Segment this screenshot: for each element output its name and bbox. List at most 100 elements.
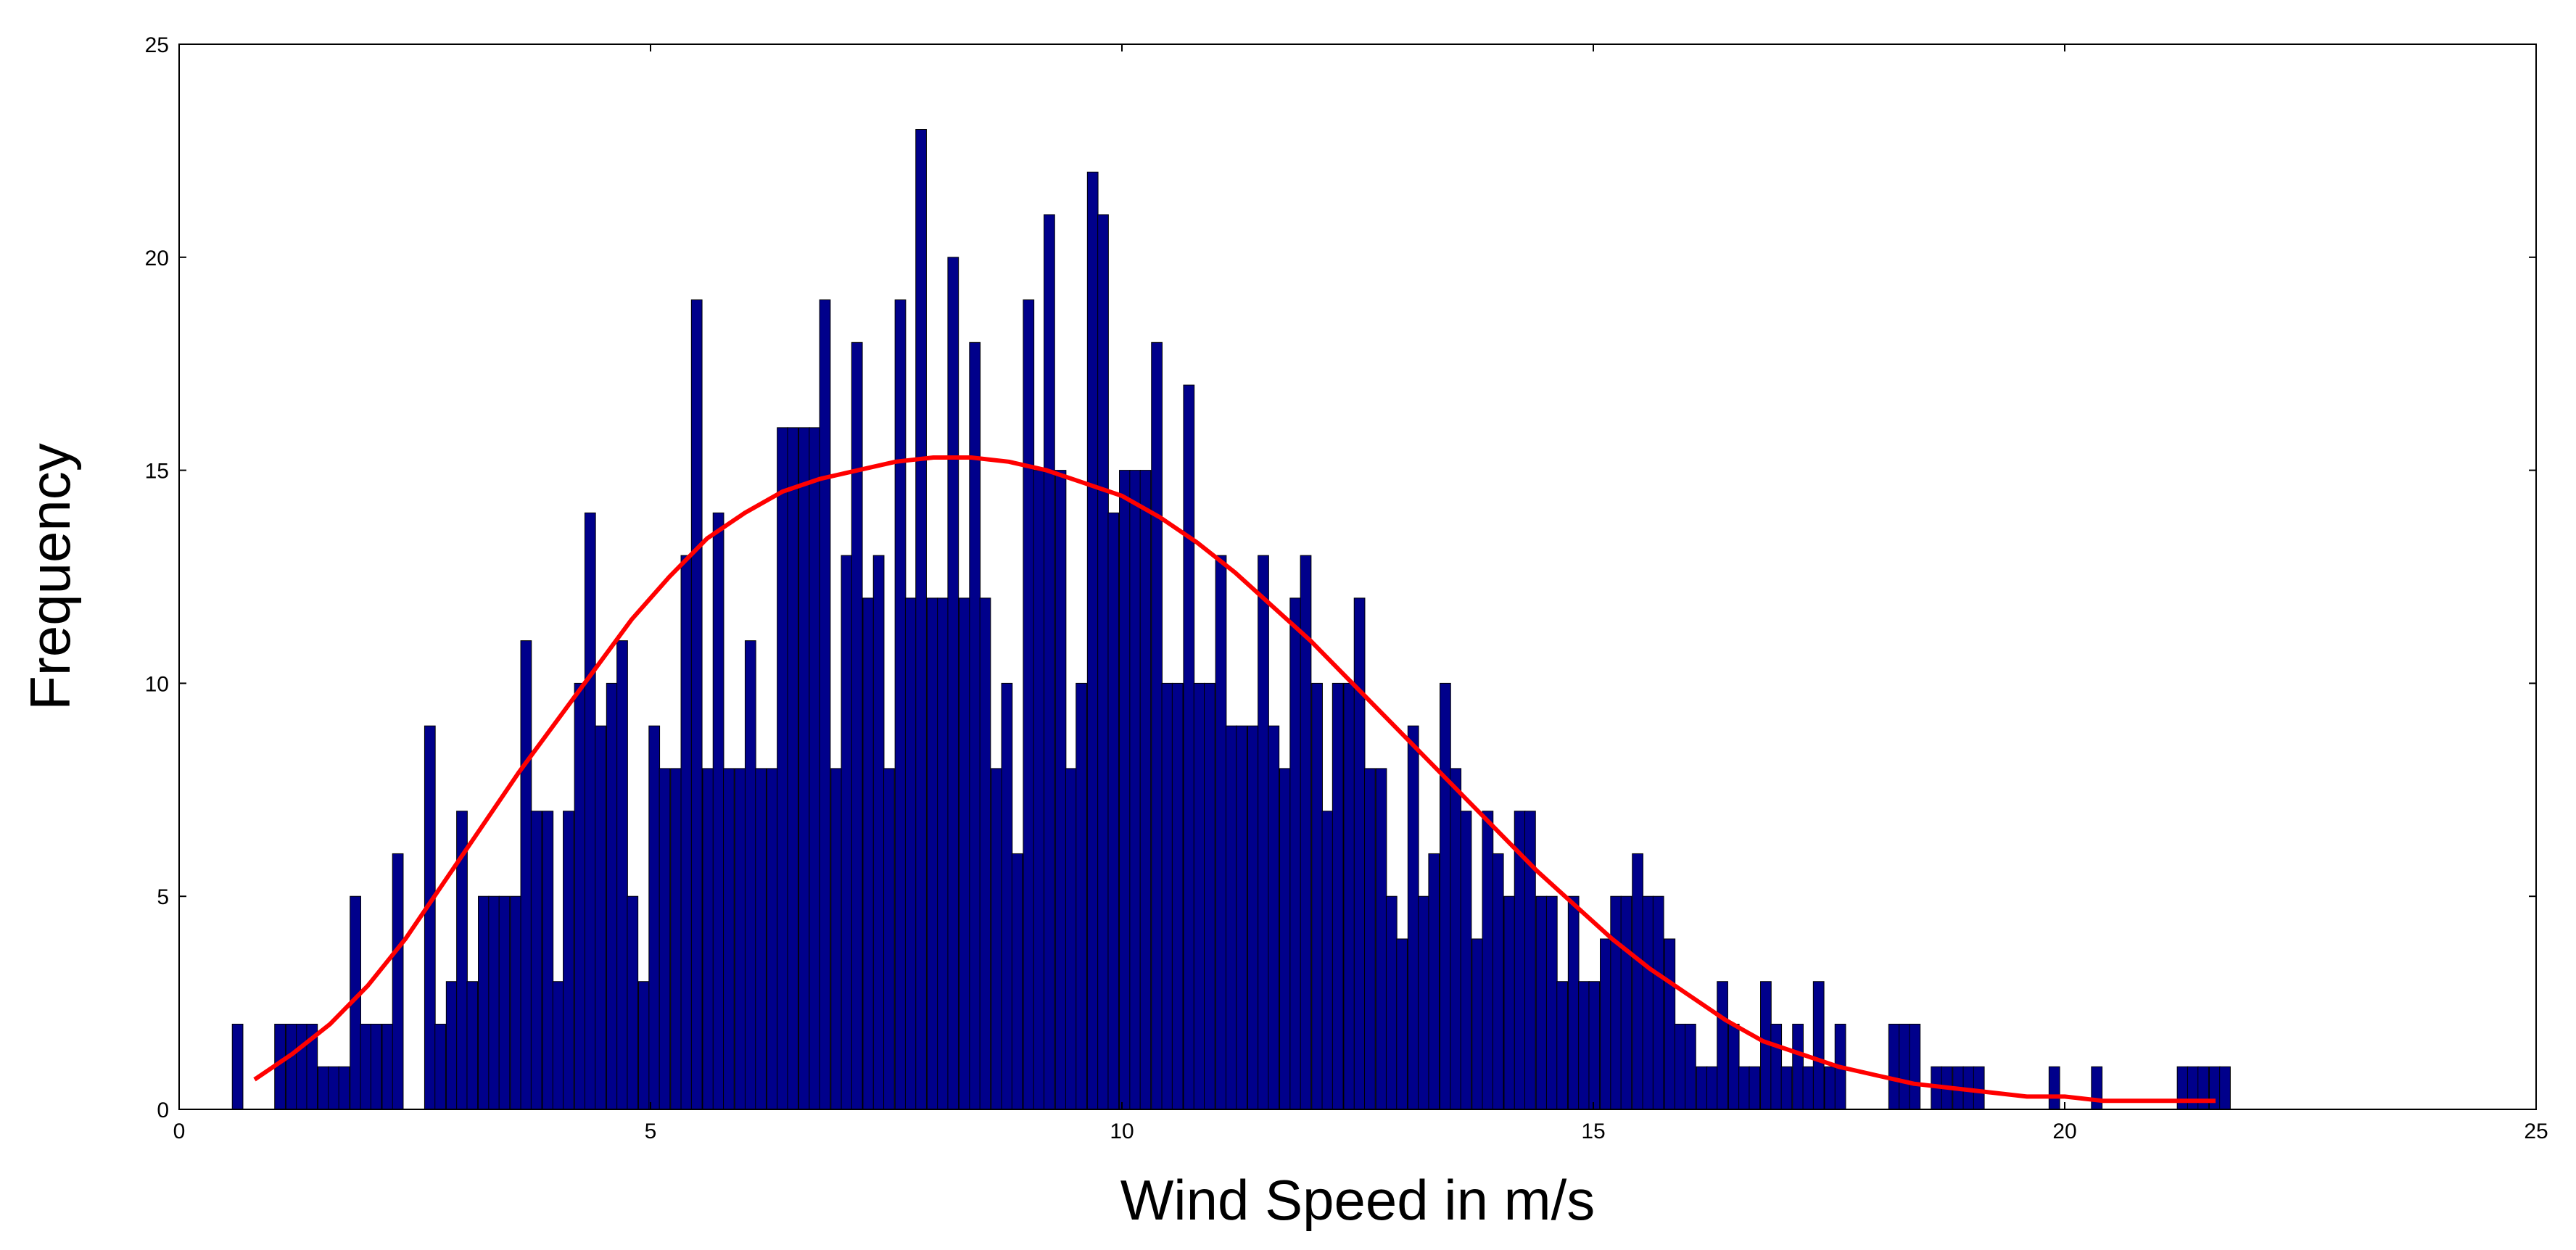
histogram-bar xyxy=(904,597,917,1110)
histogram-bar xyxy=(1044,214,1055,1110)
histogram-bar xyxy=(434,1023,446,1110)
histogram-bar xyxy=(690,299,703,1110)
histogram-bar xyxy=(1909,1023,1921,1110)
histogram-bar xyxy=(830,768,842,1110)
histogram-bar xyxy=(712,512,724,1110)
histogram-bar xyxy=(1086,171,1099,1110)
histogram-bar xyxy=(1824,1066,1836,1110)
histogram-bar xyxy=(338,1066,350,1110)
histogram-bar xyxy=(1899,1023,1910,1110)
histogram-bar xyxy=(1780,1066,1793,1110)
histogram-bar xyxy=(466,981,479,1110)
histogram-bar xyxy=(1204,682,1215,1110)
histogram-bar xyxy=(1620,895,1632,1110)
y-tick-label: 10 xyxy=(145,672,169,696)
histogram-bar xyxy=(777,427,788,1110)
histogram-bar xyxy=(702,768,714,1110)
histogram-bar xyxy=(1696,1066,1708,1110)
histogram-bar xyxy=(584,512,596,1110)
x-tick-label: 10 xyxy=(1110,1119,1134,1143)
histogram-bar xyxy=(1065,768,1077,1110)
histogram-bar xyxy=(1023,299,1035,1110)
histogram-bar xyxy=(1503,895,1516,1110)
histogram-bar xyxy=(947,257,959,1110)
histogram-bar xyxy=(1460,811,1472,1110)
histogram-bar xyxy=(862,597,875,1110)
histogram-bar xyxy=(1685,1023,1696,1110)
histogram-bar xyxy=(1524,811,1536,1110)
histogram-bar xyxy=(1802,1066,1815,1110)
histogram-bar xyxy=(787,427,799,1110)
histogram-bar xyxy=(2091,1066,2103,1110)
histogram-bar xyxy=(1749,1066,1761,1110)
histogram-bar xyxy=(1600,938,1611,1110)
histogram-bar xyxy=(1119,470,1131,1110)
histogram-bar xyxy=(1258,555,1269,1110)
histogram-bar xyxy=(1610,895,1622,1110)
histogram-bar xyxy=(1076,682,1087,1110)
histogram-bar xyxy=(1129,470,1142,1110)
histogram-bar xyxy=(1107,512,1120,1110)
histogram-bar xyxy=(627,895,639,1110)
y-tick-label: 15 xyxy=(145,460,169,484)
histogram-bar xyxy=(1011,853,1023,1110)
histogram-bar xyxy=(1556,981,1568,1110)
histogram-bar xyxy=(498,895,511,1110)
histogram-bar xyxy=(734,768,746,1110)
histogram-bar xyxy=(1652,895,1664,1110)
histogram-bar xyxy=(1888,1023,1900,1110)
bars-layer xyxy=(231,129,2231,1110)
y-axis-title: Frequency xyxy=(18,443,82,711)
y-tick-label: 5 xyxy=(157,885,169,909)
histogram-bar xyxy=(1440,682,1451,1110)
histogram-bar xyxy=(296,1023,307,1110)
histogram-bar xyxy=(1717,981,1728,1110)
histogram-bar xyxy=(1161,682,1173,1110)
histogram-bar xyxy=(1450,768,1462,1110)
histogram-bar xyxy=(1268,725,1280,1110)
histogram-bar xyxy=(1097,214,1109,1110)
histogram-bar xyxy=(1492,853,1504,1110)
histogram-bar xyxy=(883,768,895,1110)
histogram-bar xyxy=(1279,768,1291,1110)
histogram-bar xyxy=(360,1023,372,1110)
histogram-bar xyxy=(915,129,927,1110)
y-tick-label: 25 xyxy=(145,33,169,57)
histogram-bar xyxy=(1407,725,1419,1110)
fit-curve-line xyxy=(253,455,2216,1104)
histogram-bar xyxy=(1632,853,1643,1110)
x-tick-label: 15 xyxy=(1581,1119,1605,1143)
histogram-bar xyxy=(723,768,735,1110)
histogram-bar xyxy=(1471,938,1483,1110)
histogram-bar xyxy=(991,768,1002,1110)
histogram-bar xyxy=(1311,682,1323,1110)
histogram-bar xyxy=(370,1023,382,1110)
histogram-bar xyxy=(1001,682,1013,1110)
histogram-bar xyxy=(1674,1023,1686,1110)
histogram-bar xyxy=(285,1023,297,1110)
histogram-bar xyxy=(1482,811,1494,1110)
histogram-bar xyxy=(606,682,618,1110)
histogram-bar xyxy=(2219,1066,2231,1110)
histogram-bar xyxy=(680,555,693,1110)
histogram-bar xyxy=(744,640,756,1110)
histogram-bar xyxy=(1343,682,1355,1110)
histogram-bar xyxy=(1567,895,1580,1110)
histogram-bar xyxy=(1033,470,1045,1110)
histogram-bar xyxy=(1428,853,1440,1110)
histogram-bar xyxy=(574,682,586,1110)
histogram-bar xyxy=(510,895,521,1110)
histogram-bar xyxy=(1215,555,1227,1110)
x-tick-label: 25 xyxy=(2524,1119,2548,1143)
histogram-bar xyxy=(1706,1066,1718,1110)
x-tick-label: 5 xyxy=(645,1119,657,1143)
histogram-bar xyxy=(659,768,671,1110)
histogram-bar xyxy=(488,895,500,1110)
ticks-layer: 0 5 10 15 20 25 0 5 10 15 20 25 xyxy=(145,33,2548,1143)
histogram-bar xyxy=(766,768,778,1110)
histogram-bar xyxy=(1183,384,1195,1110)
histogram-bar xyxy=(1545,895,1558,1110)
histogram-bar xyxy=(1727,1023,1740,1110)
